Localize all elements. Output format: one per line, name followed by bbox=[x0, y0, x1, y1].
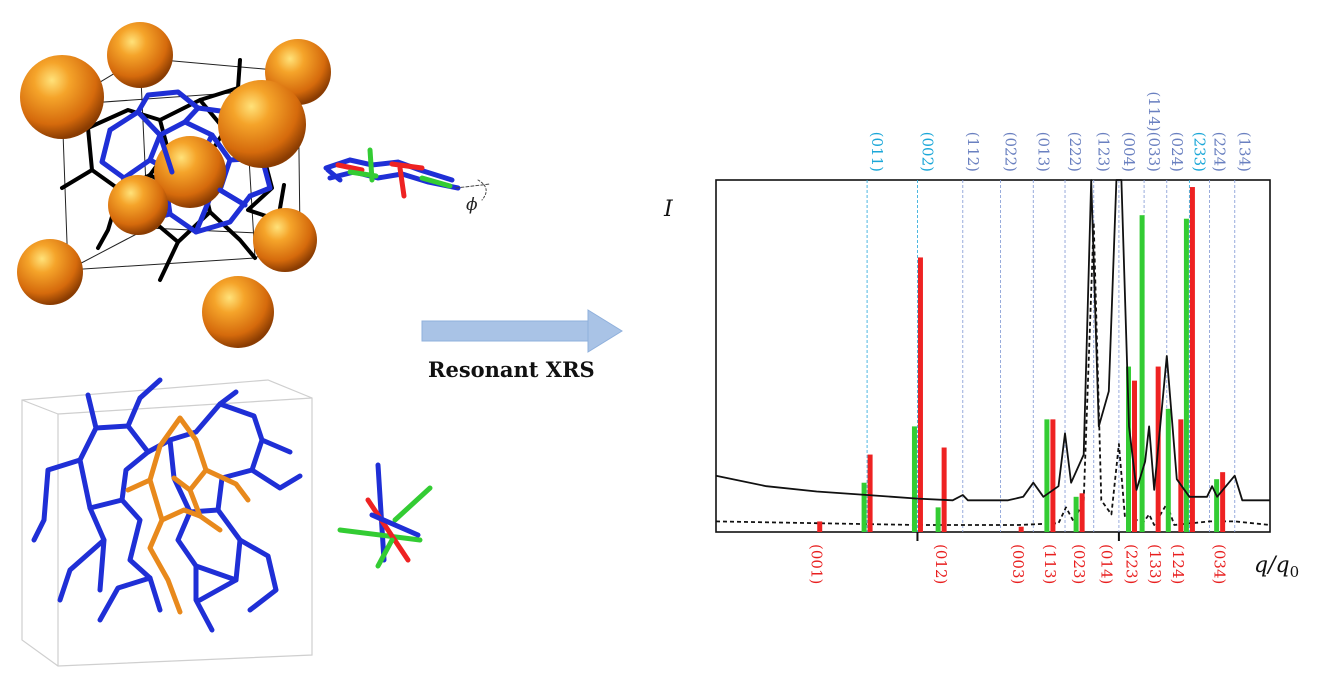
major-ticks bbox=[916, 532, 1120, 541]
green-bar bbox=[1214, 479, 1220, 532]
bottom-label: (023) bbox=[1070, 544, 1088, 584]
top-label: (013) bbox=[1034, 132, 1052, 172]
blue-network-front bbox=[157, 132, 248, 208]
x-axis-label: q/q0 bbox=[1254, 553, 1299, 581]
bottom-label: (001) bbox=[808, 544, 826, 584]
sphere bbox=[17, 239, 83, 305]
top-label: (004) bbox=[1120, 132, 1138, 172]
bottom-label: (014) bbox=[1097, 544, 1115, 584]
process-label: Resonant XRS bbox=[428, 357, 595, 382]
bottom-label: (223) bbox=[1123, 544, 1141, 584]
red-bar bbox=[917, 257, 923, 532]
sphere bbox=[107, 22, 173, 88]
red-bar bbox=[1132, 380, 1137, 532]
dashed-curve-group bbox=[715, 221, 1271, 526]
sphere bbox=[202, 276, 274, 348]
chart-frame bbox=[715, 179, 1271, 533]
top-label: (222) bbox=[1066, 132, 1084, 172]
bottom-label: (124) bbox=[1169, 544, 1187, 584]
red-bar bbox=[1079, 493, 1085, 532]
green-bar bbox=[1183, 218, 1189, 532]
green-bars bbox=[861, 215, 1220, 532]
blue-network-3d bbox=[31, 377, 303, 633]
green-bar bbox=[911, 426, 917, 532]
sphere bbox=[154, 136, 226, 208]
bottom-label: (034) bbox=[1211, 544, 1229, 584]
top-label: (224) bbox=[1211, 132, 1229, 172]
red-bar bbox=[1189, 187, 1195, 533]
green-bar bbox=[1139, 215, 1145, 532]
top-label: (114)(033) bbox=[1145, 91, 1163, 172]
y-axis-label: I bbox=[663, 197, 674, 222]
green-bar bbox=[935, 507, 941, 532]
red-bar bbox=[941, 447, 947, 532]
green-bar bbox=[861, 482, 867, 532]
solid-curve bbox=[715, 179, 1270, 502]
orange-network-3d bbox=[125, 415, 251, 615]
cubic-cell-diagram bbox=[17, 22, 331, 348]
dashed-curve bbox=[715, 221, 1271, 526]
top-label: (024) bbox=[1168, 132, 1186, 172]
ring-fragment bbox=[323, 147, 491, 201]
sphere bbox=[20, 55, 104, 139]
tetra-fragment bbox=[337, 462, 433, 569]
green-bar bbox=[1044, 419, 1050, 532]
bottom-label: (133) bbox=[1146, 544, 1164, 584]
top-label: (022) bbox=[1002, 132, 1020, 172]
top-label: (134) bbox=[1236, 132, 1254, 172]
green-bar bbox=[1073, 496, 1079, 532]
top-label: (123) bbox=[1095, 132, 1113, 172]
xrs-spectrum-chart: (011) (002) (112) (022) (013) (222) (123) (004)… bbox=[663, 91, 1299, 584]
top-label: (011) bbox=[868, 132, 886, 172]
red-bars bbox=[817, 187, 1226, 533]
red-bar bbox=[1178, 419, 1184, 532]
top-label: (002) bbox=[918, 132, 936, 172]
bottom-label: (003) bbox=[1009, 544, 1027, 584]
red-bar bbox=[1018, 526, 1024, 532]
sphere bbox=[108, 175, 168, 235]
bottom-label: (012) bbox=[932, 544, 950, 584]
x-axis-label-sub: 0 bbox=[1290, 563, 1300, 581]
bottom-labels: (001) (012) (003) (113) (023) (014) (223) (133)… bbox=[808, 544, 1229, 584]
red-bar bbox=[1220, 472, 1226, 532]
sphere bbox=[253, 208, 317, 272]
x-axis-label-main: q/q bbox=[1254, 553, 1290, 578]
top-label: (112) bbox=[964, 132, 982, 172]
sphere bbox=[218, 80, 306, 168]
network-box-diagram bbox=[21, 377, 313, 667]
process-arrow bbox=[421, 309, 623, 353]
red-bar bbox=[817, 521, 823, 532]
solid-curve-group bbox=[715, 179, 1270, 502]
red-bar bbox=[1050, 419, 1056, 532]
green-bar bbox=[1126, 366, 1131, 532]
bottom-label: (113) bbox=[1041, 544, 1059, 584]
top-label: (233) bbox=[1190, 132, 1208, 172]
phi-symbol: ϕ bbox=[466, 195, 478, 215]
green-bar bbox=[1165, 408, 1171, 532]
red-bar bbox=[867, 454, 873, 532]
top-labels: (011) (002) (112) (022) (013) (222) (123) (004)… bbox=[868, 91, 1254, 172]
